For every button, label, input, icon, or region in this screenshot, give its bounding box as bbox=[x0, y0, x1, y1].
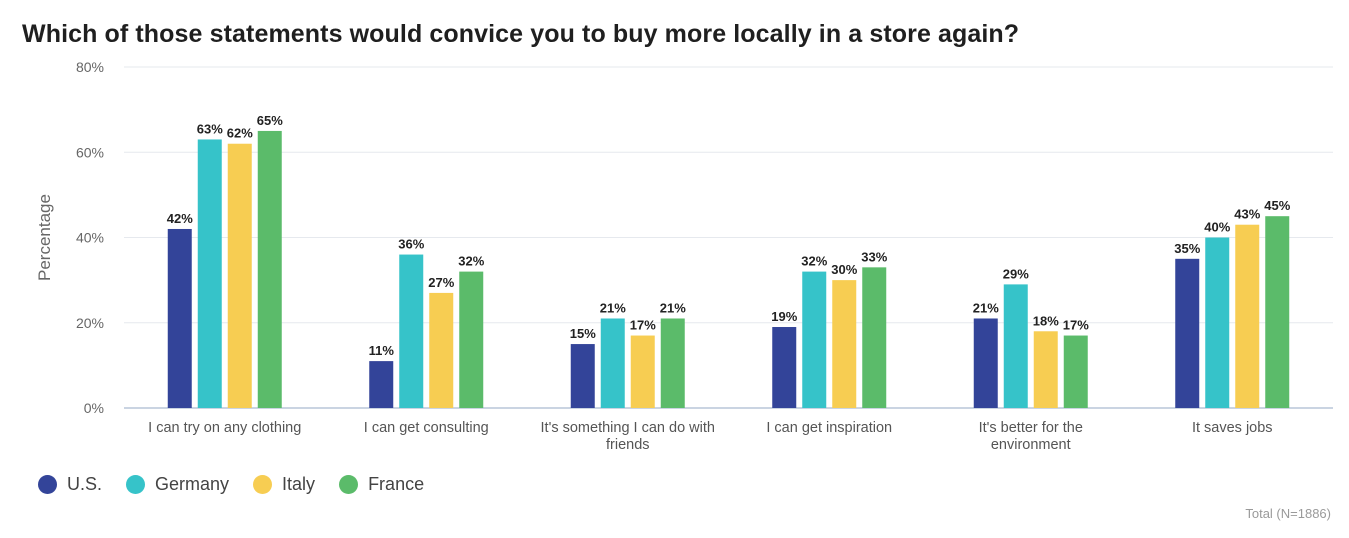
bar bbox=[660, 318, 685, 408]
chart-title: Which of those statements would convice … bbox=[22, 20, 1020, 48]
bar-value-label: 32% bbox=[801, 254, 827, 269]
bar-value-label: 27% bbox=[428, 275, 454, 290]
legend-swatch-france bbox=[339, 475, 359, 494]
y-tick-label: 80% bbox=[76, 59, 104, 75]
bar bbox=[1175, 258, 1200, 408]
x-tick-label: It's something I can do with bbox=[541, 420, 715, 436]
bar bbox=[197, 139, 222, 408]
legend-item-us[interactable]: U.S. bbox=[38, 474, 102, 495]
bar-value-label: 42% bbox=[167, 211, 193, 226]
bar bbox=[429, 292, 454, 408]
bar-value-label: 62% bbox=[227, 126, 253, 141]
x-tick-label: It's better for the bbox=[979, 420, 1083, 436]
bar-value-label: 32% bbox=[458, 254, 484, 269]
y-tick-label: 20% bbox=[76, 315, 104, 331]
bar-value-label: 40% bbox=[1204, 220, 1230, 235]
x-tick-label: I can try on any clothing bbox=[148, 420, 301, 436]
bar-value-label: 11% bbox=[369, 343, 395, 358]
legend-label-germany: Germany bbox=[155, 474, 230, 494]
bar-value-label: 33% bbox=[861, 249, 887, 264]
legend-item-france[interactable]: France bbox=[339, 474, 424, 495]
bar bbox=[167, 228, 192, 408]
total-footnote: Total (N=1886) bbox=[1245, 506, 1331, 521]
bar-value-label: 17% bbox=[630, 318, 656, 333]
bar bbox=[1003, 284, 1028, 408]
legend: U.S. Germany Italy France bbox=[38, 474, 448, 495]
bar-value-label: 21% bbox=[660, 300, 686, 315]
bar-value-label: 30% bbox=[831, 262, 857, 277]
bar-value-label: 17% bbox=[1063, 318, 1089, 333]
legend-label-france: France bbox=[368, 474, 425, 494]
y-tick-label: 60% bbox=[76, 144, 104, 160]
bar-value-label: 19% bbox=[771, 309, 797, 324]
bar-value-label: 63% bbox=[197, 121, 223, 136]
bar-value-label: 29% bbox=[1003, 266, 1029, 281]
bar bbox=[600, 318, 625, 408]
bar bbox=[257, 130, 282, 408]
bar bbox=[399, 254, 424, 408]
bar bbox=[862, 267, 887, 408]
y-tick-label: 0% bbox=[84, 400, 104, 416]
bar bbox=[570, 344, 595, 408]
bar bbox=[630, 335, 655, 408]
bar bbox=[1235, 224, 1260, 408]
x-tick-label: I can get inspiration bbox=[766, 420, 892, 436]
bar-value-label: 18% bbox=[1033, 313, 1059, 328]
x-tick-label: It saves jobs bbox=[1192, 420, 1273, 436]
x-tick-label: friends bbox=[606, 437, 650, 453]
bar-value-label: 35% bbox=[1174, 241, 1200, 256]
bar bbox=[772, 327, 797, 408]
x-tick-label: environment bbox=[991, 437, 1071, 453]
bar-value-label: 36% bbox=[398, 237, 424, 252]
y-tick-label: 40% bbox=[76, 230, 104, 246]
bar-value-label: 21% bbox=[600, 300, 626, 315]
bar bbox=[802, 271, 827, 408]
bar bbox=[1205, 237, 1230, 408]
legend-swatch-us bbox=[38, 475, 57, 494]
legend-label-us: U.S. bbox=[67, 474, 103, 494]
bar bbox=[973, 318, 998, 408]
legend-item-italy[interactable]: Italy bbox=[253, 474, 315, 495]
legend-swatch-italy bbox=[253, 475, 273, 494]
bar bbox=[459, 271, 484, 408]
bar bbox=[369, 361, 394, 408]
bar bbox=[832, 280, 857, 408]
bar-value-label: 43% bbox=[1234, 207, 1260, 222]
x-tick-label: I can get consulting bbox=[364, 420, 489, 436]
bar-value-label: 45% bbox=[1264, 198, 1290, 213]
legend-swatch-germany bbox=[126, 475, 146, 494]
bar bbox=[1033, 331, 1058, 408]
bar bbox=[1265, 216, 1290, 408]
bar bbox=[227, 143, 252, 408]
legend-label-italy: Italy bbox=[282, 474, 316, 494]
bar bbox=[1063, 335, 1088, 408]
legend-item-germany[interactable]: Germany bbox=[126, 474, 229, 495]
bar-value-label: 15% bbox=[570, 326, 596, 341]
bar-value-label: 21% bbox=[973, 300, 999, 315]
y-axis-label: Percentage bbox=[35, 194, 54, 281]
bar-value-label: 65% bbox=[257, 113, 283, 128]
